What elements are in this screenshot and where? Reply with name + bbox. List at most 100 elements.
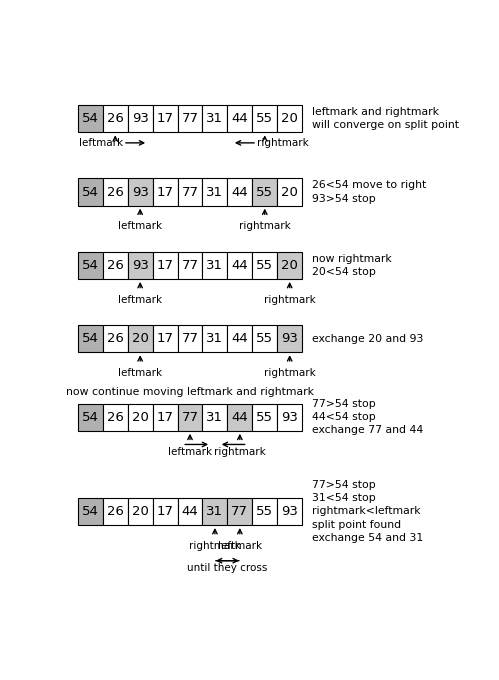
Text: rightmark: rightmark: [264, 294, 315, 305]
Text: 93: 93: [281, 505, 298, 518]
Text: 26<54 move to right
93>54 stop: 26<54 move to right 93>54 stop: [312, 180, 426, 204]
Text: now rightmark
20<54 stop: now rightmark 20<54 stop: [312, 254, 392, 277]
Text: until they cross: until they cross: [187, 563, 267, 573]
Text: rightmark: rightmark: [189, 541, 241, 551]
Text: 31: 31: [207, 411, 224, 424]
Text: 93: 93: [281, 333, 298, 345]
Text: 44: 44: [232, 186, 248, 199]
Text: 54: 54: [82, 505, 99, 518]
Bar: [128, 498, 153, 525]
Bar: [78, 252, 103, 279]
Text: 55: 55: [256, 186, 273, 199]
Text: 55: 55: [256, 411, 273, 424]
Bar: [203, 105, 228, 133]
Text: 44: 44: [182, 505, 199, 518]
Text: 26: 26: [107, 505, 124, 518]
Bar: [252, 498, 277, 525]
Text: leftmark: leftmark: [79, 138, 123, 148]
Text: 93: 93: [281, 411, 298, 424]
Text: 77>54 stop
44<54 stop
exchange 77 and 44: 77>54 stop 44<54 stop exchange 77 and 44: [312, 399, 423, 435]
Text: 55: 55: [256, 333, 273, 345]
Bar: [153, 105, 178, 133]
Bar: [103, 105, 128, 133]
Text: 44: 44: [232, 411, 248, 424]
Bar: [228, 325, 252, 352]
Text: 26: 26: [107, 186, 124, 199]
Text: 54: 54: [82, 411, 99, 424]
Text: 44: 44: [232, 259, 248, 272]
Text: rightmark: rightmark: [264, 368, 315, 378]
Text: 77: 77: [182, 411, 199, 424]
Text: 93: 93: [132, 259, 149, 272]
Bar: [178, 404, 203, 431]
Text: 17: 17: [157, 505, 174, 518]
Bar: [128, 105, 153, 133]
Text: leftmark: leftmark: [118, 222, 162, 231]
Text: 54: 54: [82, 112, 99, 125]
Text: 31: 31: [207, 333, 224, 345]
Bar: [252, 105, 277, 133]
Bar: [153, 325, 178, 352]
Text: leftmark: leftmark: [168, 447, 212, 456]
Text: 26: 26: [107, 112, 124, 125]
Bar: [178, 178, 203, 205]
Bar: [228, 252, 252, 279]
Bar: [128, 325, 153, 352]
Text: now continue moving leftmark and rightmark: now continue moving leftmark and rightma…: [66, 388, 314, 397]
Bar: [103, 498, 128, 525]
Text: 26: 26: [107, 259, 124, 272]
Bar: [78, 178, 103, 205]
Bar: [178, 252, 203, 279]
Text: 77: 77: [232, 505, 249, 518]
Text: 55: 55: [256, 259, 273, 272]
Text: 26: 26: [107, 411, 124, 424]
Text: 17: 17: [157, 411, 174, 424]
Text: 77: 77: [182, 333, 199, 345]
Text: 77: 77: [182, 112, 199, 125]
Text: 20: 20: [132, 505, 149, 518]
Bar: [128, 178, 153, 205]
Text: 54: 54: [82, 333, 99, 345]
Bar: [277, 498, 302, 525]
Bar: [178, 105, 203, 133]
Text: 26: 26: [107, 333, 124, 345]
Text: leftmark: leftmark: [118, 368, 162, 378]
Bar: [228, 498, 252, 525]
Text: leftmark: leftmark: [218, 541, 262, 551]
Text: 44: 44: [232, 333, 248, 345]
Text: leftmark and rightmark
will converge on split point: leftmark and rightmark will converge on …: [312, 107, 459, 131]
Bar: [203, 404, 228, 431]
Text: 44: 44: [232, 112, 248, 125]
Bar: [203, 178, 228, 205]
Text: 17: 17: [157, 112, 174, 125]
Text: 20: 20: [132, 333, 149, 345]
Text: 31: 31: [207, 259, 224, 272]
Bar: [252, 325, 277, 352]
Text: 55: 55: [256, 505, 273, 518]
Text: 20: 20: [132, 411, 149, 424]
Bar: [252, 178, 277, 205]
Text: 54: 54: [82, 186, 99, 199]
Bar: [203, 325, 228, 352]
Bar: [228, 178, 252, 205]
Text: rightmark: rightmark: [239, 222, 290, 231]
Text: 54: 54: [82, 259, 99, 272]
Bar: [252, 404, 277, 431]
Bar: [153, 404, 178, 431]
Text: 77: 77: [182, 259, 199, 272]
Bar: [203, 252, 228, 279]
Bar: [277, 252, 302, 279]
Text: 17: 17: [157, 259, 174, 272]
Bar: [128, 252, 153, 279]
Bar: [228, 105, 252, 133]
Bar: [103, 252, 128, 279]
Bar: [178, 325, 203, 352]
Text: 31: 31: [207, 505, 224, 518]
Text: 31: 31: [207, 186, 224, 199]
Bar: [78, 105, 103, 133]
Bar: [128, 404, 153, 431]
Text: 77: 77: [182, 186, 199, 199]
Bar: [78, 325, 103, 352]
Bar: [277, 178, 302, 205]
Bar: [153, 178, 178, 205]
